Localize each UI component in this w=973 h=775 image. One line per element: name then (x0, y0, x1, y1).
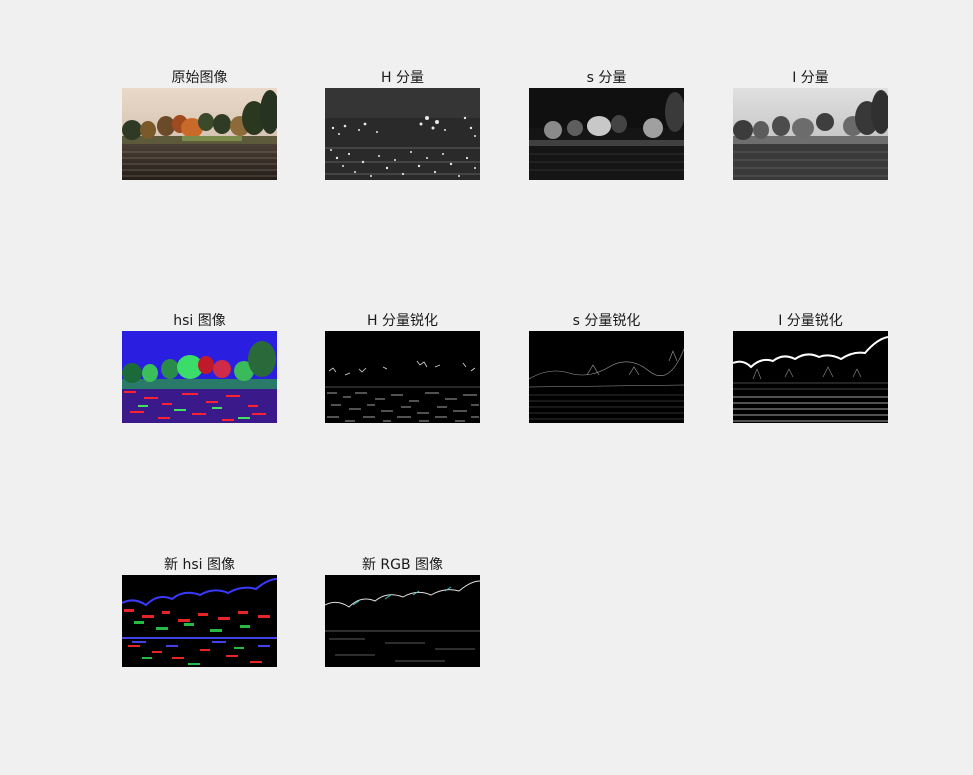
panel-title: H 分量锐化 (367, 313, 438, 329)
panel-title: 原始图像 (171, 70, 228, 86)
h-component-image (325, 88, 480, 180)
h-sharpened-image (325, 331, 480, 423)
panel-title: hsi 图像 (173, 313, 226, 329)
panel-title: I 分量锐化 (778, 313, 843, 329)
panel-title: s 分量锐化 (572, 313, 641, 329)
panel-title: H 分量 (381, 70, 424, 86)
panel-title: I 分量 (792, 70, 829, 86)
hsi-image (122, 331, 277, 423)
s-component-image (529, 88, 684, 180)
i-sharpened-image (733, 331, 888, 423)
panel-title: s 分量 (586, 70, 627, 86)
original-image (122, 88, 277, 180)
panel-title: 新 hsi 图像 (164, 557, 235, 573)
i-component-image (733, 88, 888, 180)
panel-title: 新 RGB 图像 (361, 557, 444, 573)
s-sharpened-image (529, 331, 684, 423)
new-hsi-image (122, 575, 277, 667)
new-rgb-image (325, 575, 480, 667)
